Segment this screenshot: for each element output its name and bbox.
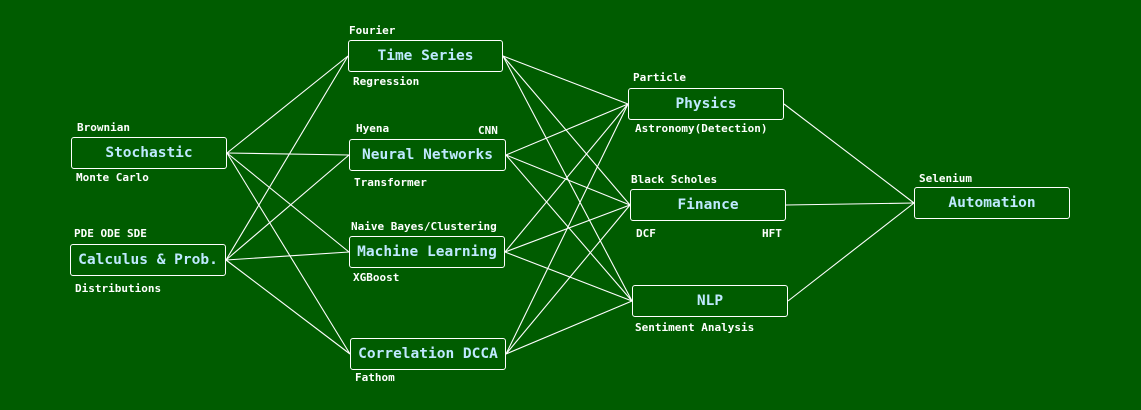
label-regression: Regression bbox=[353, 75, 420, 88]
edge-time-series-to-nlp bbox=[502, 55, 633, 302]
label-cnn: CNN bbox=[478, 124, 498, 137]
label-black-scholes: Black Scholes bbox=[631, 173, 718, 186]
node-calculus: Calculus & Prob. bbox=[70, 244, 226, 276]
node-time-series: Time Series bbox=[348, 40, 503, 72]
edge-time-series-to-physics bbox=[502, 55, 629, 105]
node-neural-networks: Neural Networks bbox=[349, 139, 506, 171]
label-hft: HFT bbox=[762, 227, 782, 240]
label-monte-carlo: Monte Carlo bbox=[76, 171, 149, 184]
edge-stochastic-to-neural-networks bbox=[226, 152, 350, 156]
edge-calculus-to-neural-networks bbox=[225, 154, 350, 261]
node-finance: Finance bbox=[630, 189, 786, 221]
edge-correlation-to-physics bbox=[505, 103, 629, 355]
label-transformer: Transformer bbox=[354, 176, 427, 189]
label-astronomy-detection: Astronomy(Detection) bbox=[635, 122, 768, 135]
label-naive-bayes-clustering: Naive Bayes/Clustering bbox=[351, 220, 497, 233]
label-fourier: Fourier bbox=[349, 24, 396, 37]
label-distributions: Distributions bbox=[75, 282, 162, 295]
label-particle: Particle bbox=[633, 71, 686, 84]
label-brownian: Brownian bbox=[77, 121, 130, 134]
edge-stochastic-to-machine-learning bbox=[226, 152, 350, 253]
label-pde-ode-sde: PDE ODE SDE bbox=[74, 227, 147, 240]
edge-neural-networks-to-finance bbox=[505, 154, 631, 206]
label-hyena: Hyena bbox=[356, 122, 390, 135]
edge-neural-networks-to-physics bbox=[505, 103, 629, 156]
node-physics: Physics bbox=[628, 88, 784, 120]
edge-calculus-to-machine-learning bbox=[225, 251, 350, 261]
node-stochastic: Stochastic bbox=[71, 137, 227, 169]
edge-correlation-to-nlp bbox=[505, 300, 633, 355]
label-sentiment-analysis: Sentiment Analysis bbox=[635, 321, 755, 334]
label-selenium: Selenium bbox=[919, 172, 972, 185]
edge-finance-to-automation bbox=[785, 202, 915, 206]
edge-time-series-to-finance bbox=[502, 55, 631, 206]
edge-stochastic-to-time-series bbox=[226, 55, 349, 154]
edge-physics-to-automation bbox=[783, 103, 915, 204]
edge-calculus-to-time-series bbox=[225, 55, 349, 261]
edge-correlation-to-finance bbox=[505, 204, 631, 355]
label-xgboost: XGBoost bbox=[353, 271, 400, 284]
edge-machine-learning-to-nlp bbox=[504, 251, 633, 302]
edge-nlp-to-automation bbox=[787, 202, 915, 302]
edge-stochastic-to-correlation bbox=[226, 152, 351, 355]
node-nlp: NLP bbox=[632, 285, 788, 317]
label-dcf: DCF bbox=[636, 227, 656, 240]
label-fathom: Fathom bbox=[355, 371, 395, 384]
node-automation: Automation bbox=[914, 187, 1070, 219]
edge-machine-learning-to-physics bbox=[504, 103, 629, 253]
node-machine-learning: Machine Learning bbox=[349, 236, 505, 268]
edge-calculus-to-correlation bbox=[225, 259, 351, 355]
node-correlation-dcca: Correlation DCCA bbox=[350, 338, 506, 370]
